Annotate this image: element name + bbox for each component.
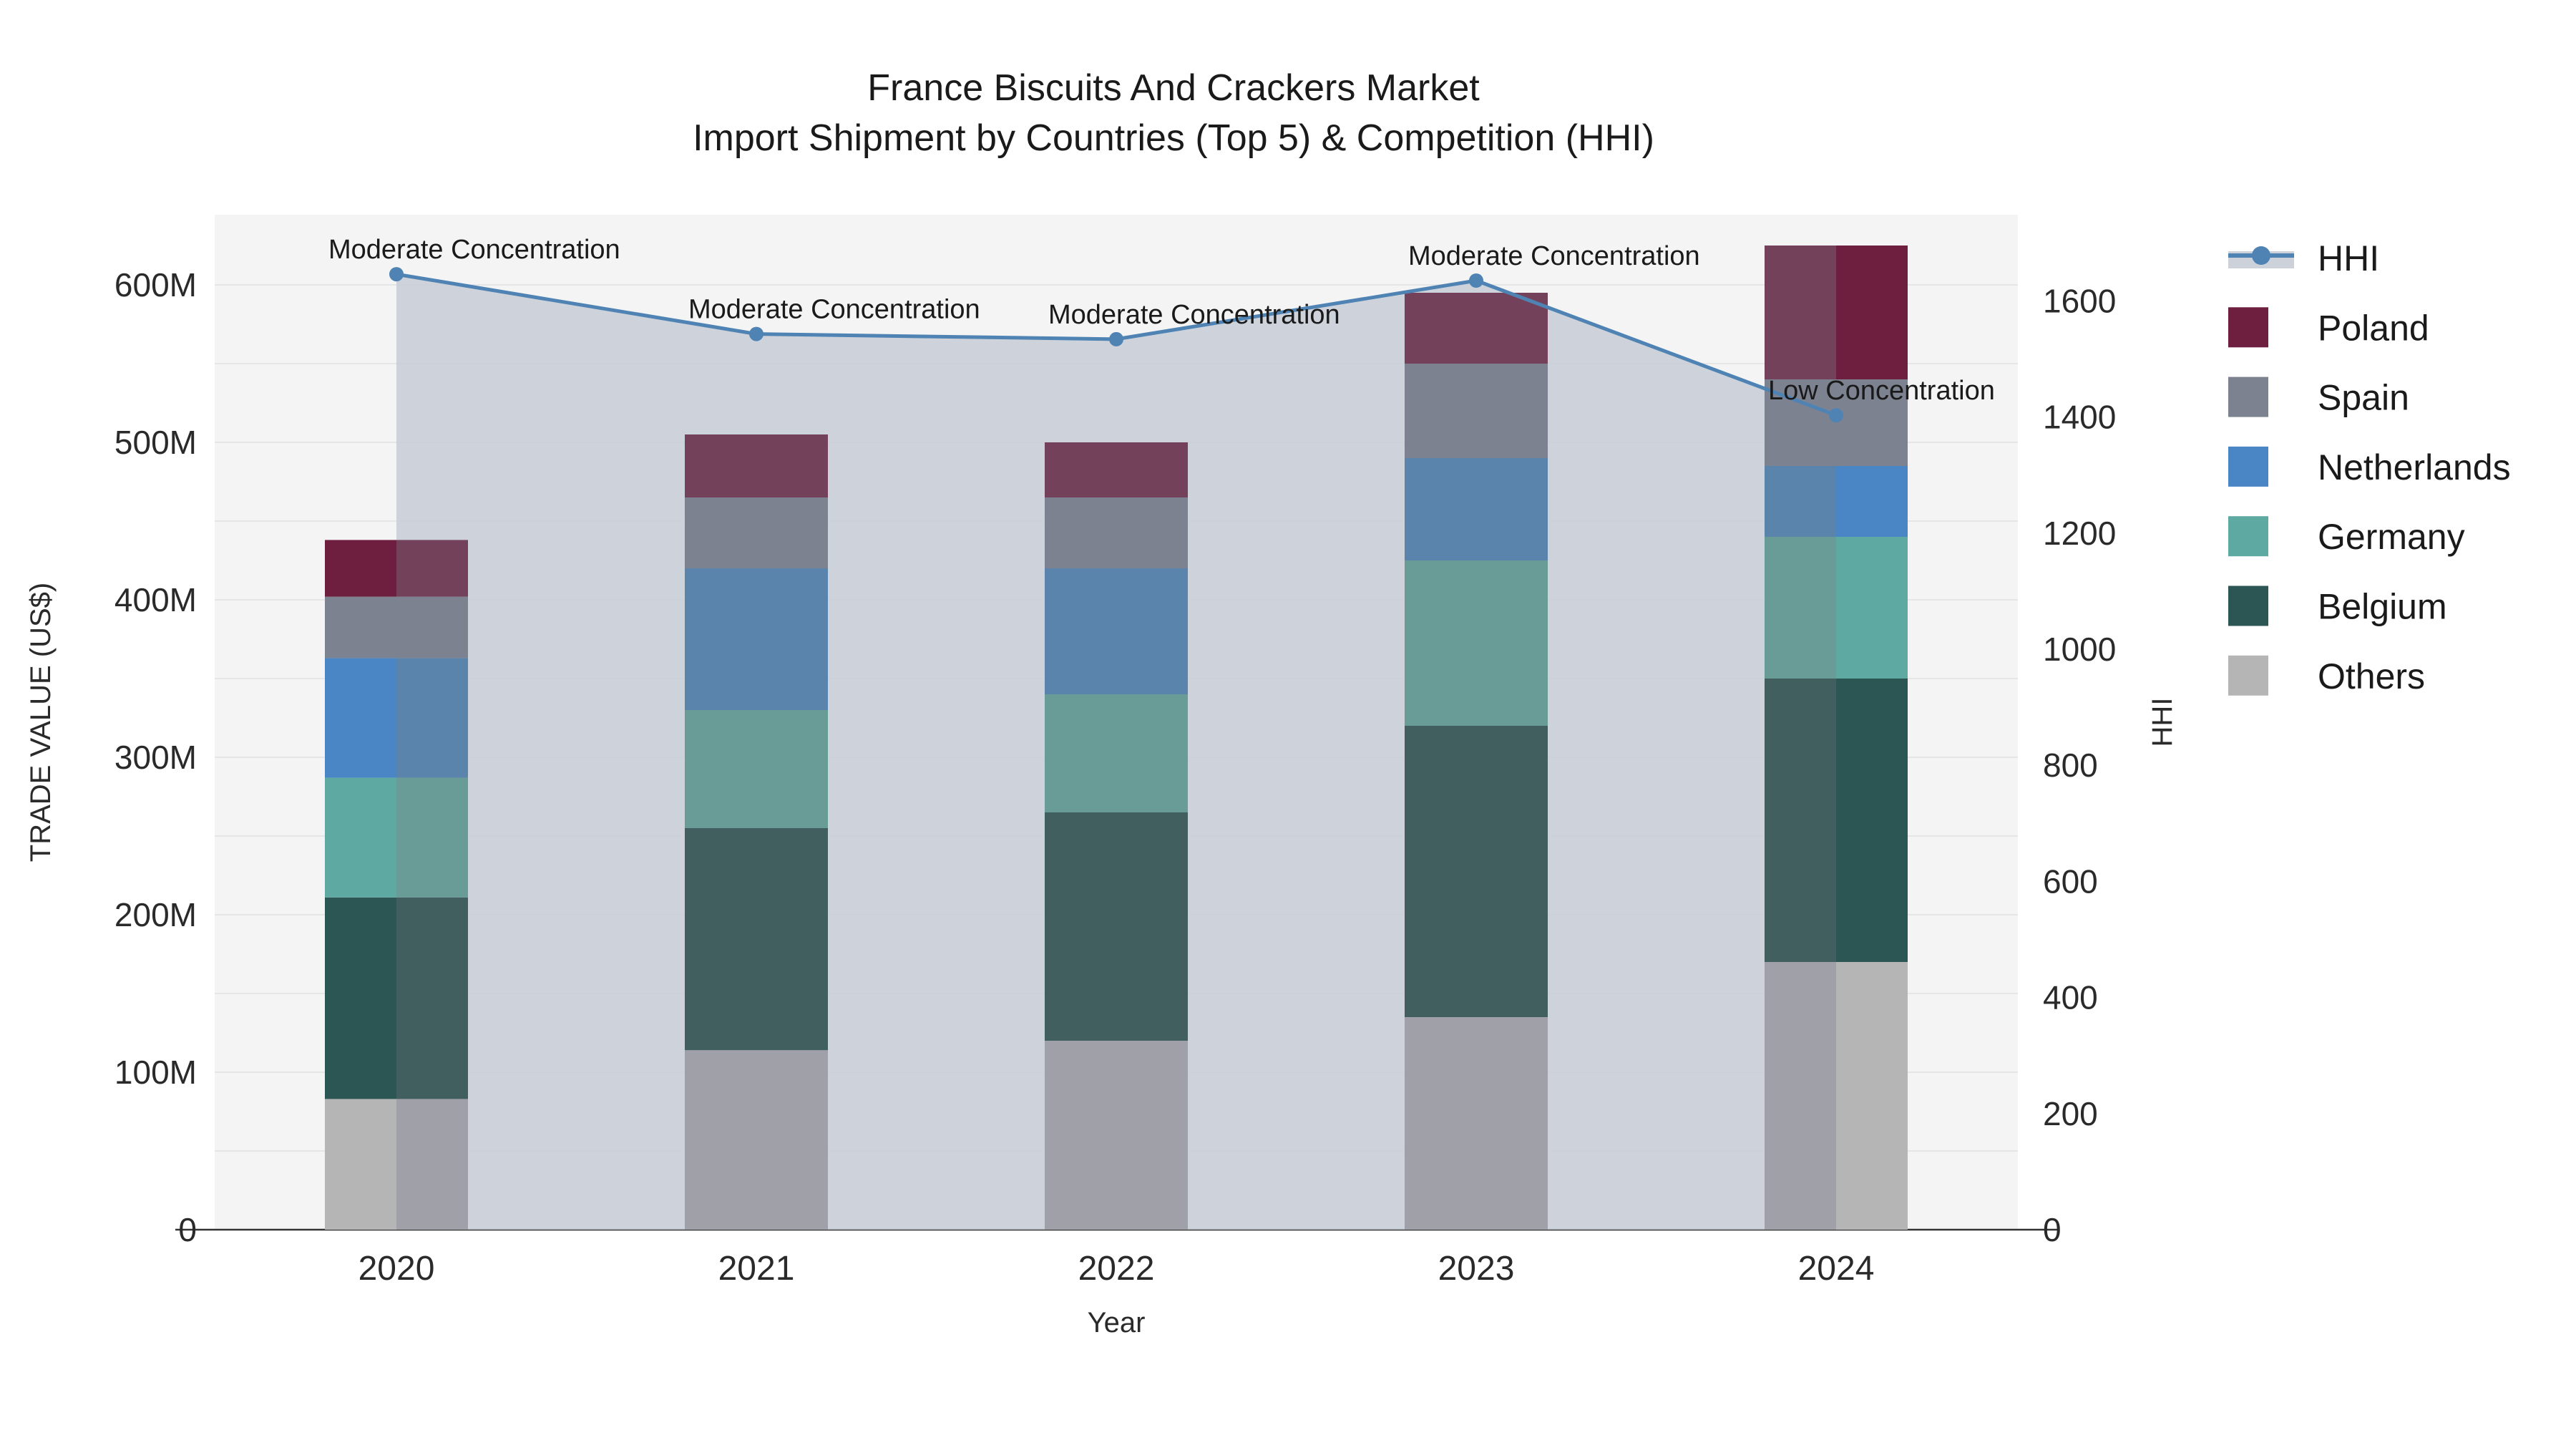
svg-text:200: 200 <box>2043 1095 2098 1132</box>
svg-text:2024: 2024 <box>1798 1250 1875 1288</box>
svg-text:2020: 2020 <box>358 1250 435 1288</box>
svg-text:1400: 1400 <box>2043 399 2116 436</box>
svg-text:400: 400 <box>2043 979 2098 1016</box>
svg-text:600M: 600M <box>114 266 197 303</box>
svg-text:Netherlands: Netherlands <box>2318 447 2511 487</box>
svg-text:Spain: Spain <box>2318 378 2409 418</box>
svg-text:HHI: HHI <box>2147 698 2178 747</box>
svg-text:200M: 200M <box>114 896 197 933</box>
svg-text:Belgium: Belgium <box>2318 587 2447 627</box>
svg-text:500M: 500M <box>114 424 197 461</box>
svg-text:2023: 2023 <box>1438 1250 1515 1288</box>
svg-text:Year: Year <box>1088 1307 1146 1338</box>
svg-text:1000: 1000 <box>2043 631 2116 668</box>
svg-text:400M: 400M <box>114 581 197 618</box>
svg-text:0: 0 <box>2043 1211 2062 1248</box>
svg-text:Others: Others <box>2318 656 2425 696</box>
svg-text:1600: 1600 <box>2043 282 2116 319</box>
svg-text:Import Shipment by Countries (: Import Shipment by Countries (Top 5) & C… <box>693 117 1654 159</box>
svg-text:TRADE VALUE (US$): TRADE VALUE (US$) <box>25 583 57 862</box>
svg-text:France Biscuits And Crackers M: France Biscuits And Crackers Market <box>867 67 1480 109</box>
svg-text:Moderate Concentration: Moderate Concentration <box>1408 241 1700 271</box>
svg-text:Poland: Poland <box>2318 308 2429 348</box>
svg-text:2022: 2022 <box>1078 1250 1155 1288</box>
svg-text:HHI: HHI <box>2318 238 2379 278</box>
svg-text:300M: 300M <box>114 739 197 776</box>
svg-text:Moderate Concentration: Moderate Concentration <box>328 235 620 265</box>
svg-text:Low Concentration: Low Concentration <box>1768 376 1995 406</box>
svg-text:600: 600 <box>2043 862 2098 900</box>
svg-text:Moderate Concentration: Moderate Concentration <box>688 295 980 325</box>
svg-text:800: 800 <box>2043 747 2098 784</box>
svg-text:Moderate Concentration: Moderate Concentration <box>1048 300 1340 330</box>
svg-text:Germany: Germany <box>2318 517 2465 557</box>
svg-text:2021: 2021 <box>718 1250 795 1288</box>
svg-text:100M: 100M <box>114 1054 197 1091</box>
svg-text:1200: 1200 <box>2043 515 2116 552</box>
svg-text:0: 0 <box>178 1211 197 1248</box>
